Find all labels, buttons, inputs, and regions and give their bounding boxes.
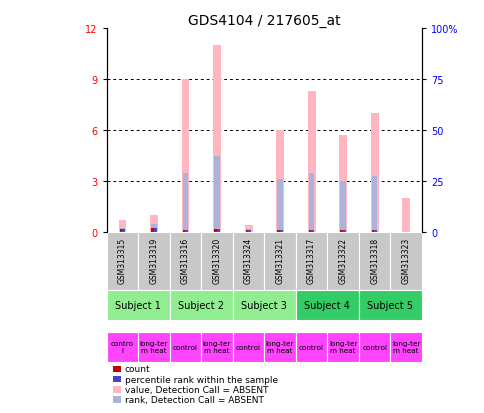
- Text: Subject 3: Subject 3: [241, 300, 287, 311]
- Text: GSM313318: GSM313318: [369, 237, 378, 283]
- Text: GSM313319: GSM313319: [149, 237, 158, 283]
- Text: GSM313321: GSM313321: [275, 237, 284, 283]
- Bar: [113, 396, 121, 403]
- Bar: [277, 230, 280, 233]
- Bar: [151, 224, 156, 233]
- Bar: [138, 332, 169, 362]
- Bar: [340, 230, 343, 233]
- Title: GDS4104 / 217605_at: GDS4104 / 217605_at: [188, 14, 340, 28]
- Bar: [138, 233, 169, 290]
- Bar: [122, 229, 125, 233]
- Bar: [169, 233, 201, 290]
- Text: Subject 4: Subject 4: [304, 300, 349, 311]
- Bar: [216, 229, 219, 233]
- Bar: [401, 199, 409, 233]
- Text: control: control: [173, 344, 197, 350]
- Bar: [106, 332, 138, 362]
- Bar: [327, 332, 358, 362]
- Bar: [113, 366, 121, 372]
- Bar: [338, 136, 347, 233]
- Text: percentile rank within the sample: percentile rank within the sample: [125, 375, 277, 384]
- Bar: [358, 233, 390, 290]
- Text: value, Detection Call = ABSENT: value, Detection Call = ABSENT: [125, 385, 268, 394]
- Bar: [371, 230, 375, 233]
- Bar: [275, 131, 284, 233]
- Bar: [248, 230, 251, 233]
- Text: long-ter
m heat: long-ter m heat: [265, 341, 294, 354]
- Bar: [390, 233, 421, 290]
- Text: long-ter
m heat: long-ter m heat: [202, 341, 231, 354]
- Bar: [169, 290, 232, 320]
- Text: count: count: [125, 364, 151, 373]
- Text: GSM313324: GSM313324: [243, 237, 253, 283]
- Bar: [232, 332, 264, 362]
- Bar: [342, 230, 345, 233]
- Bar: [327, 233, 358, 290]
- Bar: [181, 80, 189, 233]
- Text: GSM313323: GSM313323: [401, 237, 410, 283]
- Bar: [244, 225, 252, 233]
- Bar: [201, 233, 232, 290]
- Bar: [153, 228, 156, 233]
- Text: long-ter
m heat: long-ter m heat: [328, 341, 357, 354]
- Bar: [311, 230, 314, 233]
- Bar: [214, 156, 219, 233]
- Bar: [106, 233, 138, 290]
- Bar: [390, 332, 421, 362]
- Bar: [245, 230, 249, 233]
- Bar: [214, 229, 217, 233]
- Bar: [307, 92, 315, 233]
- Bar: [279, 230, 282, 233]
- Bar: [113, 376, 121, 382]
- Bar: [232, 233, 264, 290]
- Text: GSM313316: GSM313316: [181, 237, 190, 283]
- Bar: [340, 182, 345, 233]
- Bar: [308, 173, 314, 233]
- Text: GSM313315: GSM313315: [118, 237, 127, 283]
- Bar: [374, 230, 377, 233]
- Text: Subject 1: Subject 1: [115, 300, 161, 311]
- Bar: [106, 290, 169, 320]
- Text: Subject 5: Subject 5: [367, 300, 412, 311]
- Bar: [232, 290, 295, 320]
- Bar: [150, 216, 158, 233]
- Bar: [169, 332, 201, 362]
- Bar: [120, 228, 125, 233]
- Bar: [182, 173, 188, 233]
- Bar: [264, 233, 295, 290]
- Bar: [370, 114, 378, 233]
- Bar: [358, 290, 421, 320]
- Bar: [308, 230, 312, 233]
- Bar: [185, 230, 188, 233]
- Bar: [120, 229, 123, 233]
- Bar: [245, 230, 251, 233]
- Bar: [118, 221, 126, 233]
- Text: Subject 2: Subject 2: [178, 300, 224, 311]
- Text: long-ter
m heat: long-ter m heat: [391, 341, 420, 354]
- Text: long-ter
m heat: long-ter m heat: [139, 341, 168, 354]
- Text: GSM313317: GSM313317: [306, 237, 316, 283]
- Bar: [295, 332, 327, 362]
- Bar: [151, 228, 154, 233]
- Bar: [212, 46, 221, 233]
- Bar: [113, 386, 121, 393]
- Text: control: control: [362, 344, 386, 350]
- Bar: [371, 176, 377, 233]
- Bar: [201, 332, 232, 362]
- Text: GSM313322: GSM313322: [338, 237, 347, 283]
- Bar: [295, 290, 358, 320]
- Text: GSM313320: GSM313320: [212, 237, 221, 283]
- Text: contro
l: contro l: [111, 341, 134, 354]
- Bar: [264, 332, 295, 362]
- Text: control: control: [299, 344, 323, 350]
- Text: rank, Detection Call = ABSENT: rank, Detection Call = ABSENT: [125, 395, 263, 404]
- Bar: [295, 233, 327, 290]
- Bar: [277, 180, 282, 233]
- Bar: [182, 230, 186, 233]
- Bar: [358, 332, 390, 362]
- Text: control: control: [236, 344, 260, 350]
